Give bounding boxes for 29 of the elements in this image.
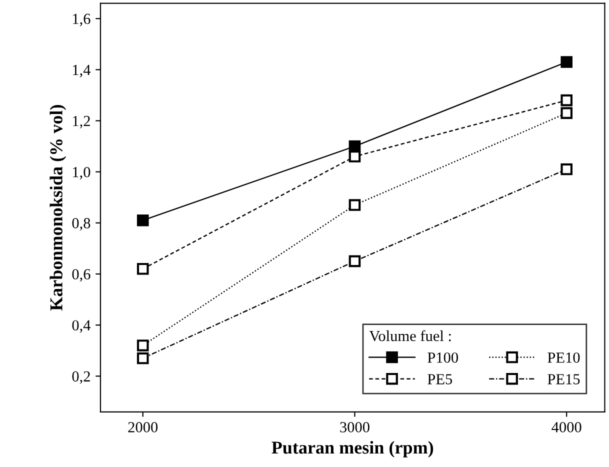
legend-label: PE15: [548, 374, 580, 384]
y-tick-label: 0,6: [72, 269, 90, 282]
x-axis-title: Putaran mesin (rpm): [272, 441, 434, 458]
x-tick-label: 4000: [552, 422, 582, 432]
y-tick-label: 0,8: [72, 218, 90, 231]
point: [560, 56, 573, 68]
x-tick-label: 2000: [128, 422, 158, 432]
point: [136, 352, 149, 364]
point: [136, 214, 149, 226]
point: [348, 199, 361, 211]
y-axis-title: Karbonmonoksida (% vol): [50, 105, 66, 311]
point: [136, 262, 149, 275]
point: [560, 94, 573, 106]
legend-label: P100: [428, 352, 458, 363]
x-tick-label: 3000: [340, 422, 370, 432]
y-tick-label: 0,2: [72, 371, 90, 384]
point: [348, 255, 361, 268]
y-tick-label: 0,4: [72, 320, 91, 333]
point: [560, 107, 573, 119]
legend-label: PE5: [428, 374, 452, 384]
y-tick-label: 1,2: [73, 116, 90, 128]
y-tick-label: 1,6: [73, 14, 90, 26]
point: [136, 340, 149, 352]
point: [348, 150, 361, 162]
y-tick-label: 1,4: [73, 64, 91, 78]
legend-label: PE10: [548, 352, 580, 363]
y-tick-label: 1,0: [73, 166, 90, 180]
point: [560, 163, 573, 176]
legend-title: Volume fuel :: [369, 330, 451, 342]
